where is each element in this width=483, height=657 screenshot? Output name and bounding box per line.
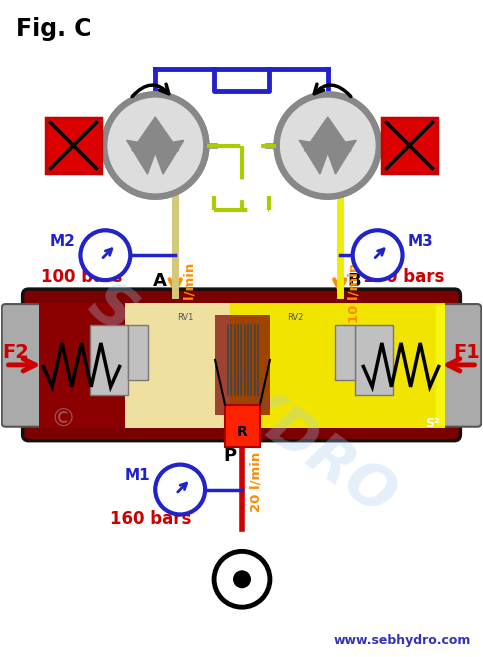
Text: B: B — [348, 272, 361, 290]
Circle shape — [353, 231, 402, 280]
Text: www.sebhydro.com: www.sebhydro.com — [334, 634, 471, 647]
Circle shape — [107, 98, 203, 193]
Text: R: R — [237, 424, 247, 439]
Bar — [225, 405, 260, 447]
Circle shape — [103, 94, 207, 197]
Circle shape — [233, 570, 251, 588]
Text: 20 l/min: 20 l/min — [250, 452, 263, 512]
Bar — [45, 118, 101, 173]
FancyBboxPatch shape — [23, 289, 460, 441]
FancyBboxPatch shape — [2, 304, 47, 426]
Bar — [355, 325, 393, 395]
Text: M3: M3 — [408, 234, 433, 249]
Bar — [39, 303, 127, 428]
Circle shape — [214, 551, 270, 607]
Polygon shape — [127, 141, 158, 174]
Bar — [90, 325, 128, 395]
Polygon shape — [325, 141, 356, 174]
Text: 100 bars: 100 bars — [41, 268, 122, 286]
Text: A: A — [153, 272, 167, 290]
Polygon shape — [153, 141, 184, 174]
Circle shape — [155, 464, 205, 514]
Text: M2: M2 — [50, 234, 75, 249]
Text: RV1: RV1 — [177, 313, 193, 322]
Text: 10 l/min: 10 l/min — [183, 263, 196, 323]
Bar — [39, 303, 445, 428]
Polygon shape — [304, 117, 351, 150]
Text: Fig. C: Fig. C — [15, 17, 91, 41]
Circle shape — [276, 94, 380, 197]
Text: M1: M1 — [125, 468, 150, 483]
Text: 150 bars: 150 bars — [363, 268, 444, 286]
Bar — [215, 315, 270, 415]
Text: F1: F1 — [454, 344, 480, 363]
Text: F2: F2 — [3, 344, 29, 363]
Bar — [128, 325, 148, 380]
Text: P: P — [223, 447, 236, 464]
Text: ©: © — [51, 408, 76, 432]
Bar — [382, 118, 438, 173]
Text: 10 l/min: 10 l/min — [348, 263, 361, 323]
Circle shape — [280, 98, 376, 193]
Polygon shape — [132, 117, 179, 150]
Text: SEBHYDRO: SEBHYDRO — [78, 273, 406, 526]
Bar — [125, 303, 230, 428]
Text: 160 bars: 160 bars — [111, 510, 192, 528]
Text: S²: S² — [425, 417, 440, 430]
FancyBboxPatch shape — [436, 304, 481, 426]
Circle shape — [81, 231, 130, 280]
Bar — [335, 325, 355, 380]
Polygon shape — [299, 141, 330, 174]
Text: RV2: RV2 — [286, 313, 303, 322]
